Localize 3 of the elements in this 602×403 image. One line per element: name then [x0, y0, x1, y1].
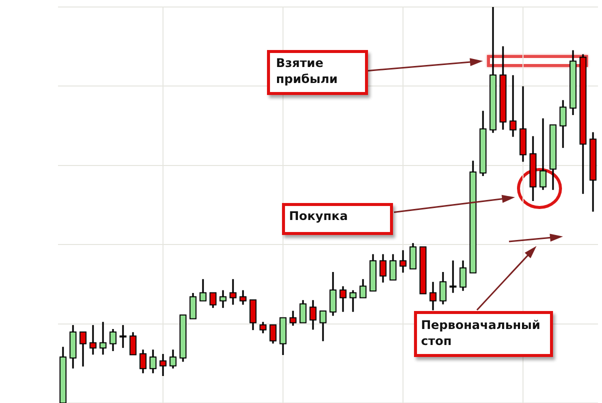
annotation: Первоначальный стоп	[421, 317, 542, 349]
annotation: Взятие прибыли	[276, 55, 339, 87]
annotation: Покупка	[289, 208, 349, 224]
